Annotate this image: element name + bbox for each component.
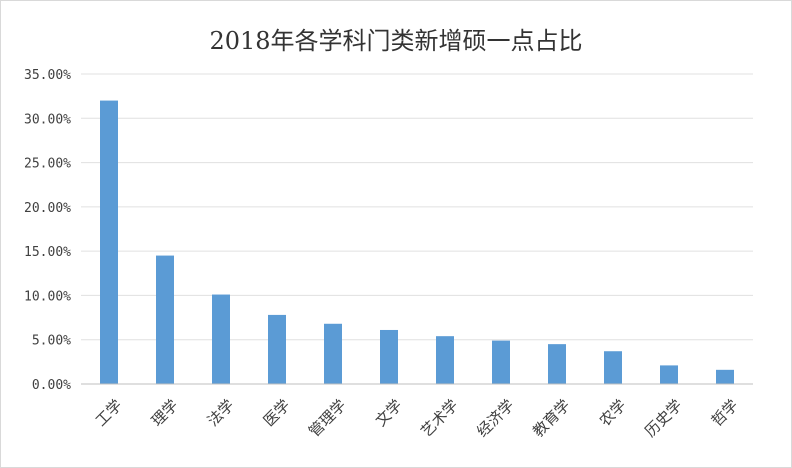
x-tick-label: 管理学 — [305, 396, 350, 441]
y-tick-label: 0.00% — [32, 378, 71, 393]
x-tick-label: 工学 — [92, 396, 126, 430]
bar — [436, 336, 454, 384]
x-tick-label: 经济学 — [473, 396, 518, 441]
y-tick-label: 25.00% — [24, 157, 71, 172]
bar — [380, 329, 398, 384]
bar — [492, 340, 510, 384]
x-tick-label: 文学 — [372, 396, 406, 430]
y-axis-ticks: 0.00% 5.00% 10.00% 15.00% 20.00% 25.00% 30.00%… — [24, 68, 71, 393]
x-tick-label: 理学 — [148, 396, 182, 430]
bar — [660, 365, 678, 384]
bar — [324, 323, 342, 384]
bar — [212, 294, 230, 384]
bar — [604, 351, 622, 384]
bars — [100, 100, 734, 385]
gridlines — [81, 73, 753, 341]
y-tick-label: 30.00% — [24, 112, 71, 127]
x-tick-label: 法学 — [204, 396, 238, 430]
chart-title: 2018年各学科门类新增硕一点占比 — [209, 27, 582, 55]
y-tick-label: 10.00% — [24, 289, 71, 304]
bar — [548, 344, 566, 384]
bar — [268, 314, 286, 384]
bar — [716, 369, 734, 384]
x-tick-label: 农学 — [596, 396, 630, 430]
bar — [100, 100, 118, 385]
x-tick-label: 教育学 — [529, 396, 574, 441]
y-tick-label: 15.00% — [24, 245, 71, 260]
x-tick-label: 医学 — [260, 396, 294, 430]
x-axis-ticks: 工学 理学 法学 医学 管理学 文学 艺术学 经济学 教育学 农学 历史学 哲学 — [92, 396, 742, 441]
x-tick-label: 哲学 — [708, 396, 742, 430]
bar — [156, 255, 174, 384]
y-tick-label: 35.00% — [24, 68, 71, 83]
y-tick-label: 20.00% — [24, 201, 71, 216]
x-tick-label: 历史学 — [641, 396, 686, 441]
x-tick-label: 艺术学 — [417, 396, 462, 441]
y-tick-label: 5.00% — [32, 334, 71, 349]
